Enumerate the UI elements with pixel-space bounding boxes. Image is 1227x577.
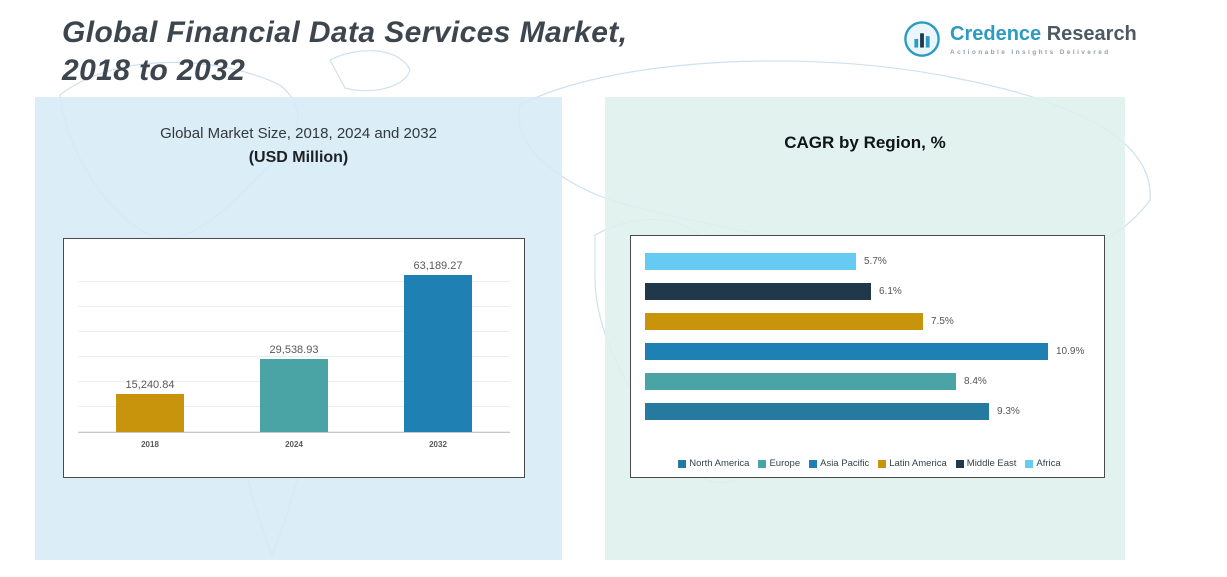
- cagr-title: CAGR by Region, %: [784, 133, 946, 152]
- legend-label: Asia Pacific: [820, 458, 870, 469]
- bar-group-2018: 15,240.84: [78, 379, 222, 432]
- cagr-row-europe: 8.4%: [645, 373, 1094, 390]
- bar-group-2032: 63,189.27: [366, 260, 510, 432]
- legend-swatch-latin-america: [878, 459, 887, 468]
- cagr-value-label: 7.5%: [931, 316, 954, 327]
- legend-label: Africa: [1036, 458, 1061, 469]
- bar-value-label: 29,538.93: [269, 343, 319, 356]
- cagr-legend: North America Europe Asia Pacific Latin Ame…: [645, 454, 1094, 471]
- legend-swatch-europe: [758, 459, 767, 468]
- market-size-plot: 15,240.84 29,538.93 63,189.27: [78, 259, 510, 433]
- cagr-row-middle-east: 6.1%: [645, 283, 1094, 300]
- legend-item-north-america: North America: [678, 458, 749, 469]
- axis-label-2032: 2032: [429, 440, 447, 449]
- cagr-bar-europe: [645, 373, 956, 390]
- cagr-bar-latin-america: [645, 313, 923, 330]
- page-title: Global Financial Data Services Market, 2…: [62, 14, 627, 89]
- legend-label: North America: [689, 458, 750, 469]
- bar-2024: [260, 358, 328, 432]
- legend-item-middle-east: Middle East: [955, 458, 1017, 469]
- legend-item-europe: Europe: [758, 458, 800, 469]
- cagr-row-north-america: 9.3%: [645, 403, 1094, 420]
- logo-brand-secondary: Research: [1046, 22, 1137, 45]
- bar-2032: [404, 274, 472, 432]
- cagr-bar-africa: [645, 253, 856, 270]
- market-size-categories: 2018 2024 2032: [78, 433, 510, 449]
- market-size-subtitle: (USD Million): [248, 149, 349, 166]
- cagr-value-label: 6.1%: [879, 286, 902, 297]
- cagr-value-label: 10.9%: [1056, 346, 1085, 357]
- legend-swatch-asia-pacific: [809, 459, 818, 468]
- legend-swatch-north-america: [678, 459, 687, 468]
- cagr-row-latin-america: 7.5%: [645, 313, 1094, 330]
- legend-label: Europe: [769, 458, 801, 469]
- axis-label-2024: 2024: [285, 440, 303, 449]
- logo-brand-primary: Credence: [950, 22, 1042, 45]
- bar-group-2024: 29,538.93: [222, 344, 366, 432]
- bar-2018: [116, 394, 184, 432]
- market-size-heading: Global Market Size, 2018, 2024 and 2032 …: [35, 125, 562, 167]
- legend-label: Latin America: [889, 458, 947, 469]
- logo-text: Credence Research Actionable Insights De…: [950, 23, 1137, 56]
- cagr-row-asia-pacific: 10.9%: [645, 343, 1094, 360]
- credence-research-logo: Credence Research Actionable Insights De…: [903, 20, 1137, 58]
- legend-item-latin-america: Latin America: [878, 458, 947, 469]
- bar-value-label: 63,189.27: [413, 259, 463, 272]
- market-size-title: Global Market Size, 2018, 2024 and 2032: [160, 125, 437, 142]
- legend-item-africa: Africa: [1025, 458, 1061, 469]
- cagr-bar-north-america: [645, 403, 989, 420]
- page-title-line-2: 2018 to 2032: [62, 53, 246, 87]
- legend-swatch-middle-east: [955, 459, 964, 468]
- cagr-row-africa: 5.7%: [645, 253, 1094, 270]
- cagr-value-label: 9.3%: [997, 406, 1020, 417]
- legend-label: Middle East: [966, 458, 1017, 469]
- cagr-value-label: 8.4%: [964, 376, 987, 387]
- cagr-rows: 5.7% 6.1% 7.5% 10.9% 8.4% 9.3%: [645, 253, 1094, 420]
- logo-tagline: Actionable Insights Delivered: [950, 48, 1111, 56]
- page-title-line-1: Global Financial Data Services Market,: [62, 16, 628, 49]
- axis-label-2018: 2018: [141, 440, 159, 449]
- cagr-bar-asia-pacific: [645, 343, 1048, 360]
- cagr-chart: 5.7% 6.1% 7.5% 10.9% 8.4% 9.3% North America E…: [630, 235, 1105, 478]
- bar-value-label: 15,240.84: [125, 379, 175, 392]
- market-size-panel: Global Market Size, 2018, 2024 and 2032 …: [35, 97, 562, 560]
- logo-bar-chart-icon: [904, 21, 940, 57]
- cagr-bar-middle-east: [645, 283, 871, 300]
- market-size-chart: 15,240.84 29,538.93 63,189.27 2018 2024 2032: [63, 238, 525, 478]
- cagr-value-label: 5.7%: [864, 256, 887, 267]
- logo-brand-name: Credence Research: [950, 23, 1137, 46]
- cagr-panel: CAGR by Region, % 5.7% 6.1% 7.5% 10.9% 8.4% 9…: [605, 97, 1125, 560]
- legend-swatch-africa: [1025, 459, 1034, 468]
- legend-item-asia-pacific: Asia Pacific: [809, 458, 869, 469]
